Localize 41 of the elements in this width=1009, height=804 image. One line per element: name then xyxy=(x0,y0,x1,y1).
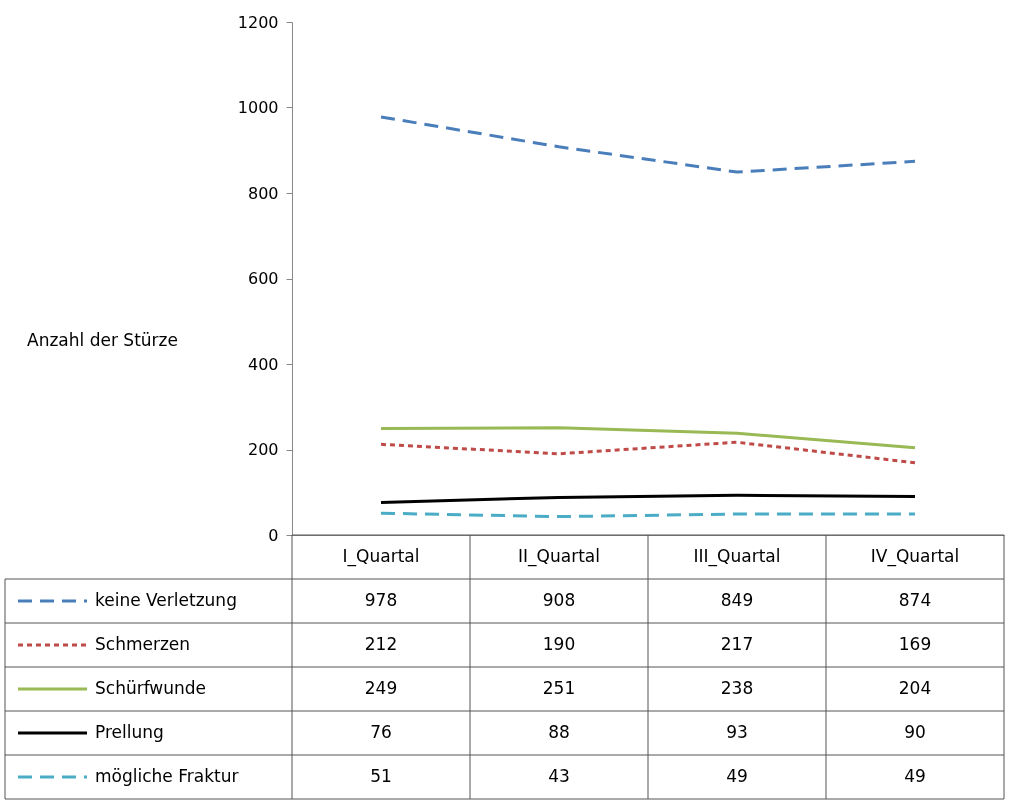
y-tick-label: 1000 xyxy=(237,98,279,117)
data-label: 51 xyxy=(370,766,392,786)
data-label: 217 xyxy=(720,634,754,654)
line-series xyxy=(379,440,917,465)
legend-label: Schmerzen xyxy=(95,634,191,654)
data-label: 204 xyxy=(898,678,932,698)
data-label: 849 xyxy=(720,590,754,610)
data-label: 212 xyxy=(364,634,398,654)
data-label: 76 xyxy=(370,722,392,742)
legend-label: Prellung xyxy=(95,722,164,742)
data-label: 874 xyxy=(898,590,932,610)
x-tick-label: IV_Quartal xyxy=(870,546,960,567)
data-label: 88 xyxy=(548,722,570,742)
data-label: 43 xyxy=(548,766,570,786)
data-label: 249 xyxy=(364,678,398,698)
data-label: 190 xyxy=(542,634,576,654)
data-label: 978 xyxy=(364,590,398,610)
y-tick-label: 1200 xyxy=(237,12,279,32)
y-tick-label: 400 xyxy=(247,354,279,374)
legend-label: Schürfwunde xyxy=(95,678,207,698)
y-tick-label: 0 xyxy=(268,525,279,545)
x-tick-label: II_Quartal xyxy=(518,546,600,567)
data-label: 90 xyxy=(904,722,926,742)
y-tick-label: 200 xyxy=(247,440,279,459)
data-label: 169 xyxy=(898,634,932,654)
y-tick-label: 600 xyxy=(247,269,279,288)
data-label: 93 xyxy=(726,722,748,742)
y-tick-label: 800 xyxy=(247,183,279,203)
data-label: 238 xyxy=(720,678,754,698)
data-label: 49 xyxy=(904,766,926,786)
legend-label: keine Verletzung xyxy=(95,590,237,610)
line-series xyxy=(379,493,917,505)
x-tick-label: I_Quartal xyxy=(342,546,420,567)
x-tick-label: III_Quartal xyxy=(693,546,781,567)
data-label: 49 xyxy=(726,766,748,786)
line-series xyxy=(379,426,917,450)
legend-label: mögliche Fraktur xyxy=(95,766,239,786)
data-label: 251 xyxy=(542,678,576,698)
data-label: 908 xyxy=(542,590,576,610)
line-series xyxy=(379,115,917,174)
y-axis-title: Anzahl der Stürze xyxy=(27,329,178,350)
